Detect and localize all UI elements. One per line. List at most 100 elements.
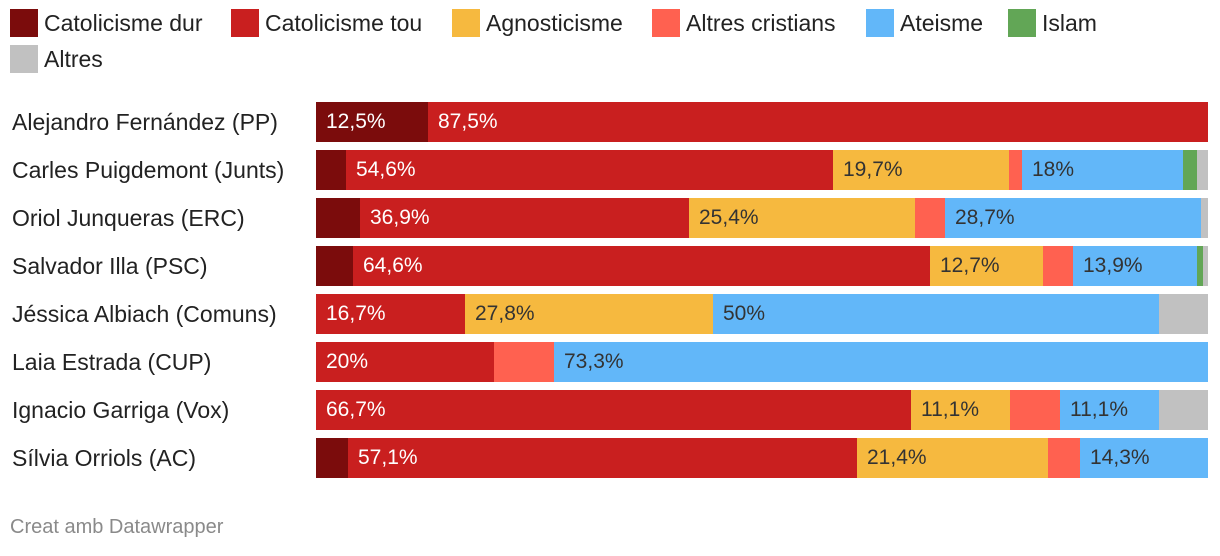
bar-segment	[1203, 246, 1208, 286]
bar-segment: 25,4%	[689, 198, 915, 238]
data-label: 36,9%	[370, 206, 430, 229]
legend-label: Altres	[44, 46, 103, 72]
legend-swatch	[452, 9, 480, 37]
legend-item: Catolicisme dur	[10, 8, 203, 38]
chart-row: Alejandro Fernández (PP) 12,5% 87,5%	[0, 100, 1220, 142]
bar-segment	[316, 150, 346, 190]
bar-segment: 64,6%	[353, 246, 930, 286]
bar-segment	[1009, 150, 1022, 190]
row-label: Ignacio Garriga (Vox)	[12, 397, 230, 423]
data-label: 11,1%	[1070, 398, 1128, 421]
bar-segment	[1183, 150, 1197, 190]
bar-segment: 54,6%	[346, 150, 833, 190]
bar-segment: 11,1%	[911, 390, 1010, 430]
bar-segment: 73,3%	[554, 342, 1208, 382]
data-label: 64,6%	[363, 254, 423, 277]
chart-row: Ignacio Garriga (Vox) 66,7% 11,1% 11,1%	[0, 388, 1220, 430]
bar-segment	[494, 342, 554, 382]
bar-segment	[915, 198, 945, 238]
data-label: 14,3%	[1090, 446, 1150, 469]
legend-label: Catolicisme dur	[44, 10, 203, 36]
row-label: Laia Estrada (CUP)	[12, 349, 212, 375]
data-label: 87,5%	[438, 110, 498, 133]
data-label: 25,4%	[699, 206, 759, 229]
stacked-bar: 36,9% 25,4% 28,7%	[316, 198, 1208, 238]
stacked-bar: 54,6% 19,7% 18%	[316, 150, 1208, 190]
legend-label: Catolicisme tou	[265, 10, 423, 36]
chart-row: Carles Puigdemont (Junts) 54,6% 19,7% 18%	[0, 148, 1220, 190]
data-label: 12,5%	[326, 110, 386, 133]
bar-segment: 14,3%	[1080, 438, 1208, 478]
legend-swatch	[10, 45, 38, 73]
row-label: Alejandro Fernández (PP)	[12, 109, 278, 135]
data-label: 12,7%	[940, 254, 1000, 277]
bar-segment	[1197, 150, 1208, 190]
bar-segment: 16,7%	[316, 294, 465, 334]
legend-swatch	[10, 9, 38, 37]
bar-segment	[1159, 390, 1208, 430]
chart-row: Oriol Junqueras (ERC) 36,9% 25,4% 28,7%	[0, 196, 1220, 238]
bar-segment	[1048, 438, 1080, 478]
bar-segment	[1010, 390, 1060, 430]
stacked-bar: 16,7% 27,8% 50%	[316, 294, 1208, 334]
bar-segment: 28,7%	[945, 198, 1201, 238]
legend-swatch	[1008, 9, 1036, 37]
bar-segment: 66,7%	[316, 390, 911, 430]
chart-row: Salvador Illa (PSC) 64,6% 12,7% 13,9%	[0, 244, 1220, 286]
bar-segment: 12,7%	[930, 246, 1043, 286]
data-label: 19,7%	[843, 158, 903, 181]
legend-label: Agnosticisme	[486, 10, 623, 36]
legend-item: Agnosticisme	[452, 8, 623, 38]
data-label: 18%	[1032, 158, 1075, 181]
data-label: 16,7%	[326, 302, 386, 325]
bar-segment: 50%	[713, 294, 1159, 334]
bar-segment: 87,5%	[428, 102, 1208, 142]
bar-segment: 13,9%	[1073, 246, 1197, 286]
legend-label: Islam	[1042, 10, 1097, 36]
bar-segment: 12,5%	[316, 102, 428, 142]
bar-segment: 21,4%	[857, 438, 1048, 478]
stacked-bar: 20% 73,3%	[316, 342, 1208, 382]
row-label: Sílvia Orriols (AC)	[12, 445, 197, 471]
bar-segment	[316, 246, 353, 286]
row-label: Carles Puigdemont (Junts)	[12, 157, 285, 183]
legend-swatch	[652, 9, 680, 37]
bar-segment: 19,7%	[833, 150, 1009, 190]
bar-segment: 57,1%	[348, 438, 857, 478]
data-label: 13,9%	[1083, 254, 1143, 277]
legend-label: Ateisme	[900, 10, 984, 36]
legend-swatch	[866, 9, 894, 37]
bar-segment: 36,9%	[360, 198, 689, 238]
legend-swatch	[231, 9, 259, 37]
row-label: Jéssica Albiach (Comuns)	[12, 301, 277, 327]
bar-segment	[1043, 246, 1073, 286]
data-label: 21,4%	[867, 446, 927, 469]
stacked-bar: 66,7% 11,1% 11,1%	[316, 390, 1208, 430]
row-label: Salvador Illa (PSC)	[12, 253, 208, 279]
legend-label: Altres cristians	[686, 10, 836, 36]
data-label: 66,7%	[326, 398, 386, 421]
bar-segment: 18%	[1022, 150, 1183, 190]
legend-item: Altres cristians	[652, 8, 836, 38]
bar-segment	[316, 438, 348, 478]
data-label: 50%	[723, 302, 766, 325]
chart-row: Laia Estrada (CUP) 20% 73,3%	[0, 340, 1220, 382]
bar-segment	[316, 198, 360, 238]
bar-segment: 11,1%	[1060, 390, 1159, 430]
legend-item: Ateisme	[866, 8, 983, 38]
legend-item: Islam	[1008, 8, 1097, 38]
stacked-bar: 12,5% 87,5%	[316, 102, 1208, 142]
bar-segment	[1197, 246, 1203, 286]
data-label: 57,1%	[358, 446, 418, 469]
row-label: Oriol Junqueras (ERC)	[12, 205, 245, 231]
data-label: 20%	[326, 350, 369, 373]
data-label: 73,3%	[564, 350, 624, 373]
bar-segment	[1159, 294, 1208, 334]
bar-segment: 27,8%	[465, 294, 713, 334]
stacked-bar: 64,6% 12,7% 13,9%	[316, 246, 1208, 286]
chart-row: Jéssica Albiach (Comuns) 16,7% 27,8% 50%	[0, 292, 1220, 334]
stacked-bar: 57,1% 21,4% 14,3%	[316, 438, 1208, 478]
chart-row: Sílvia Orriols (AC) 57,1% 21,4% 14,3%	[0, 436, 1220, 478]
data-label: 28,7%	[955, 206, 1015, 229]
data-label: 27,8%	[475, 302, 535, 325]
